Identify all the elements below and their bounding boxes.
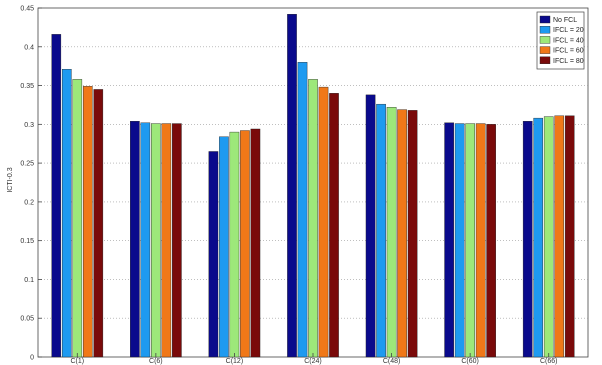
bar bbox=[130, 121, 140, 358]
legend-label: IFCL = 60 bbox=[553, 48, 584, 55]
legend-swatch bbox=[539, 15, 551, 24]
bar bbox=[329, 93, 339, 358]
legend-label: IFCL = 40 bbox=[553, 37, 584, 44]
bar bbox=[365, 94, 376, 358]
bar bbox=[308, 79, 318, 358]
bar bbox=[172, 123, 182, 358]
bar bbox=[297, 62, 308, 358]
bar bbox=[465, 123, 475, 358]
x-tick-label: C(12) bbox=[226, 358, 244, 365]
bar bbox=[240, 130, 250, 358]
bar bbox=[229, 131, 240, 358]
x-axis: C(1) C(6) C(12) C(24) C(48) C(60) C(66) bbox=[70, 353, 557, 365]
legend-label: IFCL = 20 bbox=[553, 27, 584, 34]
bar bbox=[486, 124, 496, 358]
bar bbox=[318, 86, 329, 358]
bar bbox=[475, 123, 486, 358]
y-tick-label: 0.1 bbox=[24, 277, 34, 284]
legend-label: IFCL = 80 bbox=[553, 58, 584, 65]
y-tick-label: 0.3 bbox=[24, 122, 34, 129]
y-tick-label: 0.4 bbox=[24, 44, 34, 51]
x-tick-label: C(6) bbox=[149, 358, 163, 365]
bar bbox=[82, 86, 93, 358]
bar bbox=[397, 109, 407, 358]
y-axis-label: ICTI-0.3 bbox=[7, 167, 14, 192]
legend-swatch bbox=[539, 26, 551, 34]
bar bbox=[208, 151, 219, 358]
y-tick-label: 0.25 bbox=[20, 161, 34, 168]
bar bbox=[219, 136, 229, 358]
bar bbox=[250, 128, 261, 358]
bar bbox=[522, 121, 533, 358]
bar bbox=[533, 117, 544, 358]
x-tick-label: C(48) bbox=[383, 358, 401, 365]
x-tick-label: C(66) bbox=[540, 358, 558, 365]
bar bbox=[407, 110, 418, 358]
y-tick-label: 0 bbox=[30, 355, 34, 362]
bar bbox=[543, 116, 554, 358]
bar bbox=[287, 14, 297, 358]
legend-swatch bbox=[539, 46, 551, 54]
y-tick-label: 0.45 bbox=[20, 6, 34, 13]
legend-label: No FCL bbox=[553, 17, 577, 24]
legend-swatch bbox=[539, 36, 551, 44]
bar bbox=[376, 103, 386, 358]
bar bbox=[161, 123, 172, 358]
bar bbox=[51, 34, 62, 358]
y-tick-label: 0.35 bbox=[20, 83, 34, 90]
bar bbox=[564, 115, 575, 358]
y-axis: 0 0.05 0.1 0.15 0.2 0.25 0.3 0.35 0.4 0.45 bbox=[20, 6, 42, 362]
x-tick-label: C(1) bbox=[70, 358, 84, 365]
x-tick-label: C(24) bbox=[304, 358, 322, 365]
bar bbox=[151, 123, 161, 358]
bar bbox=[454, 123, 465, 358]
legend: No FCL IFCL = 20 IFCL = 40 IFCL = 60 IFCL = … bbox=[536, 11, 585, 70]
legend-swatch bbox=[539, 56, 551, 64]
bar bbox=[61, 69, 72, 358]
x-tick-label: C(60) bbox=[461, 358, 479, 365]
bar bbox=[554, 115, 565, 358]
y-tick-label: 0.15 bbox=[20, 238, 34, 245]
y-tick-label: 0.05 bbox=[20, 316, 34, 323]
bar bbox=[386, 107, 397, 358]
bar bbox=[140, 122, 151, 358]
y-tick-label: 0.2 bbox=[24, 199, 34, 206]
bar bbox=[93, 89, 104, 358]
bars bbox=[51, 14, 575, 358]
bar bbox=[444, 122, 454, 358]
bar bbox=[72, 79, 83, 358]
